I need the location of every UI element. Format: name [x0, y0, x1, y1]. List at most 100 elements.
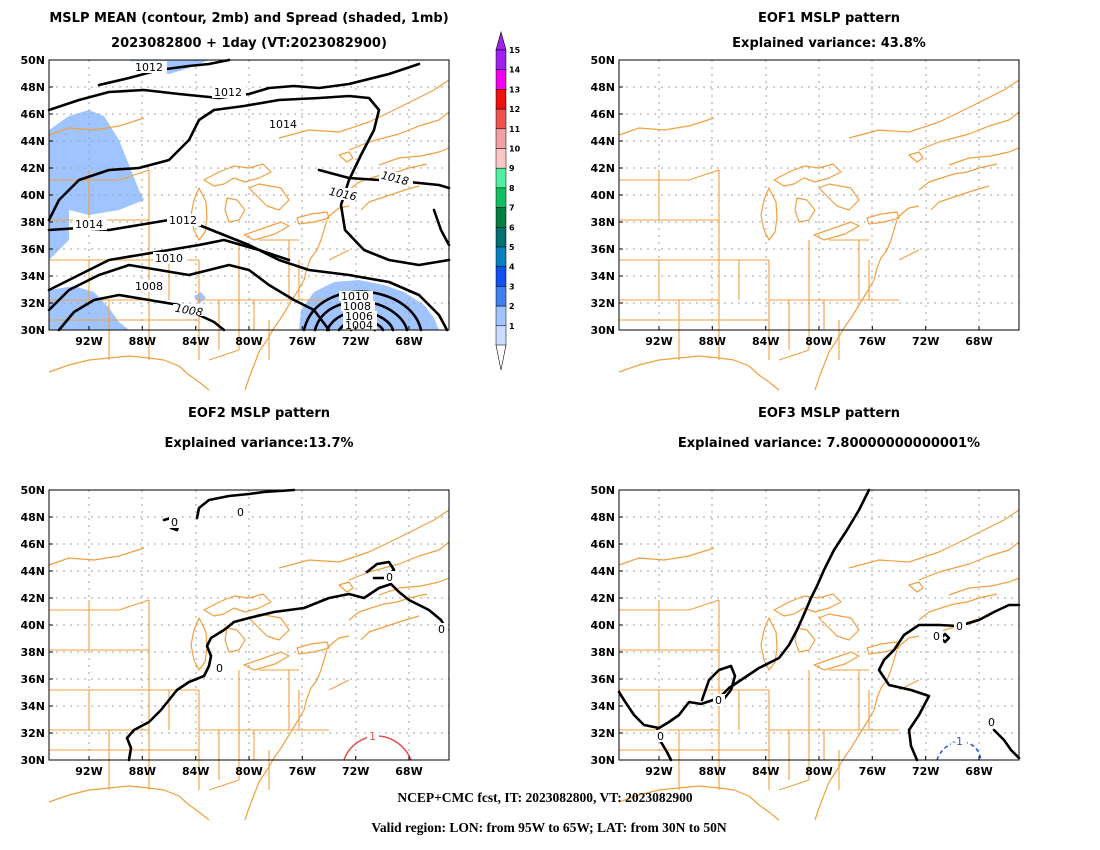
contour-label: 1004	[345, 319, 373, 332]
lat-tick-label: 34N	[590, 270, 615, 283]
colorbar-cell	[495, 207, 507, 228]
lat-tick-label: 46N	[20, 108, 45, 121]
contour-label: 0	[657, 730, 664, 743]
panel-title: EOF3 MSLP pattern	[758, 406, 900, 421]
lat-tick-label: 38N	[20, 216, 45, 229]
lon-tick-label: 76W	[859, 335, 886, 348]
contour-label: 1008	[174, 302, 204, 320]
lon-tick-label: 68W	[395, 335, 422, 348]
panel-subtitle: Explained variance: 7.80000000000001%	[678, 436, 980, 451]
colorbar-bottom-arrow	[495, 344, 507, 371]
lat-tick-label: 50N	[20, 484, 45, 497]
panel-eof1	[618, 59, 1020, 391]
contour-label: 1014	[75, 218, 103, 231]
footer-forecast-info: NCEP+CMC fcst, IT: 2023082800, VT: 20230…	[397, 790, 693, 805]
lon-tick-label: 72W	[342, 765, 369, 778]
lat-tick-label: 46N	[590, 108, 615, 121]
lat-tick-label: 40N	[20, 619, 45, 632]
colorbar-top-arrow	[495, 30, 507, 51]
lat-tick-label: 48N	[590, 81, 615, 94]
lat-tick-label: 40N	[20, 189, 45, 202]
contour-label: 0	[715, 694, 722, 707]
lat-tick-label: 32N	[20, 297, 45, 310]
contour-label: 0	[956, 620, 963, 633]
lon-tick-label: 92W	[75, 335, 102, 348]
colorbar-cell	[495, 167, 507, 189]
mean-contour-labels: 1012 1012 1014 1016 1018 1014 1012 1010 …	[73, 61, 413, 332]
colorbar-label: 9	[509, 164, 515, 173]
axis-ticks: 50N 48N 46N 44N 42N 40N 38N 36N 34N 32N 30N 92W 88W 8…	[20, 54, 992, 778]
panel-subtitle: Explained variance: 43.8%	[732, 36, 926, 51]
lat-tick-label: 44N	[590, 135, 615, 148]
lat-tick-label: 32N	[590, 727, 615, 740]
lat-tick-label: 30N	[20, 324, 45, 337]
lon-tick-label: 72W	[342, 335, 369, 348]
contour-label: 1	[369, 730, 376, 743]
lat-tick-label: 48N	[590, 511, 615, 524]
panel-eof2: 0 0 0 0 0 1	[48, 488, 450, 821]
lon-tick-label: 76W	[289, 335, 316, 348]
lon-tick-label: 88W	[129, 765, 156, 778]
contour-label: 0	[216, 662, 223, 675]
lon-tick-label: 76W	[289, 765, 316, 778]
colorbar-label: 3	[509, 282, 515, 291]
lat-tick-label: 30N	[20, 754, 45, 767]
lon-tick-label: 72W	[912, 765, 939, 778]
colorbar-cell	[495, 305, 507, 327]
lon-tick-label: 84W	[752, 335, 779, 348]
contour-label: 0	[237, 506, 244, 519]
lat-tick-label: 40N	[590, 619, 615, 632]
colorbar-cell	[495, 89, 507, 110]
contour-label: 1016	[328, 185, 358, 204]
contour-label: 0	[438, 623, 445, 636]
contour-label: 1008	[135, 280, 163, 293]
lat-tick-label: 50N	[590, 484, 615, 497]
lat-tick-label: 42N	[590, 592, 615, 605]
footer-region-info: Valid region: LON: from 95W to 65W; LAT:…	[371, 820, 727, 835]
panel-mean: 1012 1012 1014 1016 1018 1014 1012 1010 …	[47, 58, 451, 391]
colorbar-label: 8	[509, 184, 515, 193]
colorbar-label: 2	[509, 302, 515, 311]
lat-tick-label: 38N	[20, 646, 45, 659]
contour-label: 1012	[135, 61, 163, 74]
lat-tick-label: 34N	[20, 700, 45, 713]
lat-tick-label: 50N	[590, 54, 615, 67]
colorbar: 15 14 13 12 11 10 9 8 7 6 5 4 3 2 1	[495, 30, 521, 371]
lat-tick-label: 42N	[590, 162, 615, 175]
contour-label: 0	[171, 516, 178, 529]
colorbar-cell	[495, 187, 507, 208]
lon-tick-label: 92W	[75, 765, 102, 778]
lat-tick-label: 30N	[590, 754, 615, 767]
colorbar-cell	[495, 128, 507, 149]
lat-tick-label: 42N	[20, 592, 45, 605]
contour-label: -1	[952, 735, 963, 748]
eof2-contour-labels: 0 0 0 0 0 1	[169, 506, 448, 743]
lat-tick-label: 38N	[590, 646, 615, 659]
contour-label: 1010	[155, 252, 183, 265]
colorbar-label: 1	[509, 322, 515, 331]
lat-tick-label: 44N	[20, 135, 45, 148]
lat-tick-label: 36N	[590, 673, 615, 686]
lat-tick-label: 46N	[20, 538, 45, 551]
lon-tick-label: 68W	[395, 765, 422, 778]
lon-tick-label: 88W	[129, 335, 156, 348]
lat-tick-label: 38N	[590, 216, 615, 229]
lat-tick-label: 32N	[590, 297, 615, 310]
colorbar-label: 12	[509, 105, 520, 114]
lon-tick-label: 80W	[805, 335, 832, 348]
lat-tick-label: 42N	[20, 162, 45, 175]
lat-tick-label: 34N	[590, 700, 615, 713]
lon-tick-label: 80W	[235, 765, 262, 778]
lat-tick-label: 50N	[20, 54, 45, 67]
contour-label: 0	[988, 716, 995, 729]
contour-label: 1010	[341, 290, 369, 303]
lon-tick-label: 72W	[912, 335, 939, 348]
panel-title: EOF1 MSLP pattern	[758, 11, 900, 26]
panel-eof3: 0 0 0 0 0 -1	[617, 488, 1021, 821]
colorbar-cell	[495, 69, 507, 90]
colorbar-label: 6	[509, 223, 515, 232]
colorbar-cell	[495, 227, 507, 248]
colorbar-label: 4	[509, 263, 515, 272]
colorbar-cell	[495, 246, 507, 267]
contour-label: 1012	[169, 214, 197, 227]
